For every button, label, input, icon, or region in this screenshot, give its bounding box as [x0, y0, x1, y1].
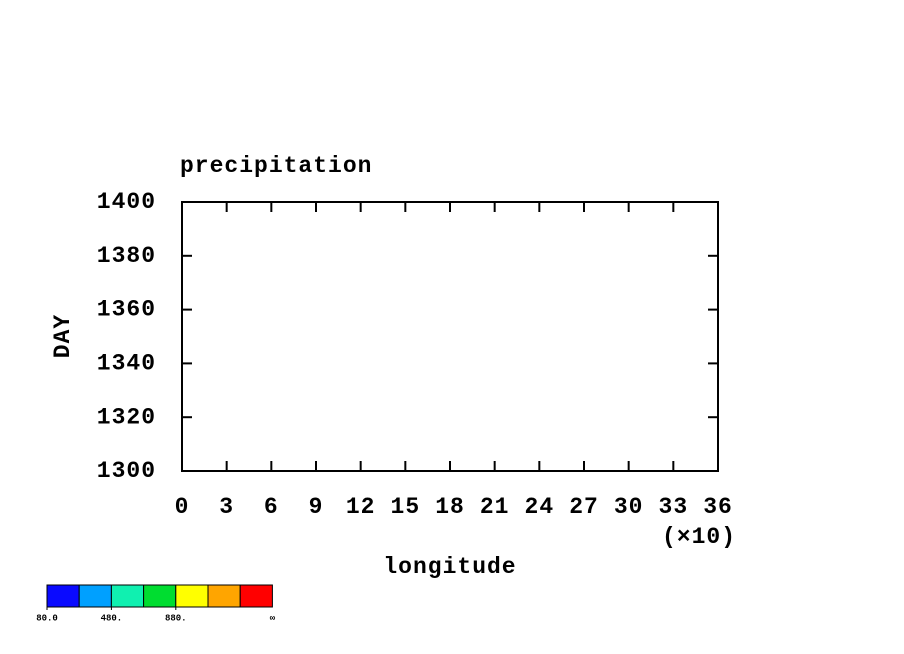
- colorbar-box: [143, 584, 177, 608]
- x-tick-label: 3: [219, 494, 234, 520]
- y-axis-label: DAY: [50, 314, 76, 358]
- y-tick-label: 1300: [97, 458, 156, 484]
- y-tick-label: 1340: [97, 350, 156, 376]
- x-tick-label: 21: [480, 494, 510, 520]
- x-tick-label: 18: [435, 494, 465, 520]
- colorbar-box: [175, 584, 209, 608]
- colorbar-label: 880.: [165, 613, 187, 623]
- y-tick-label: 1380: [97, 243, 156, 269]
- colorbar-max-label: ∞: [270, 613, 276, 623]
- y-tick-label: 1360: [97, 297, 156, 323]
- x-tick-label: 12: [346, 494, 376, 520]
- x-axis-label: longitude: [383, 554, 516, 580]
- x-tick-label: 9: [309, 494, 324, 520]
- x-tick-label: 6: [264, 494, 279, 520]
- chart-title: precipitation: [180, 153, 372, 179]
- x-tick-label: 36: [703, 494, 733, 520]
- colorbar-box: [239, 584, 273, 608]
- colorbar-box: [110, 584, 145, 608]
- colorbar-label: 480.: [101, 613, 123, 623]
- x-tick-label: 30: [614, 494, 644, 520]
- x-multiplier: (×10): [662, 524, 736, 550]
- colorbar-label: 80.0: [36, 613, 58, 623]
- colorbar-box: [78, 584, 112, 608]
- colorbar-box: [207, 584, 241, 608]
- x-tick-label: 24: [525, 494, 555, 520]
- x-tick-label: 0: [175, 494, 190, 520]
- y-tick-label: 1320: [97, 404, 156, 430]
- y-tick-label: 1400: [97, 189, 156, 215]
- x-tick-label: 27: [569, 494, 599, 520]
- x-tick-label: 15: [391, 494, 421, 520]
- colorbar-box: [46, 584, 80, 608]
- x-tick-label: 33: [659, 494, 689, 520]
- plot-frame: [181, 201, 719, 472]
